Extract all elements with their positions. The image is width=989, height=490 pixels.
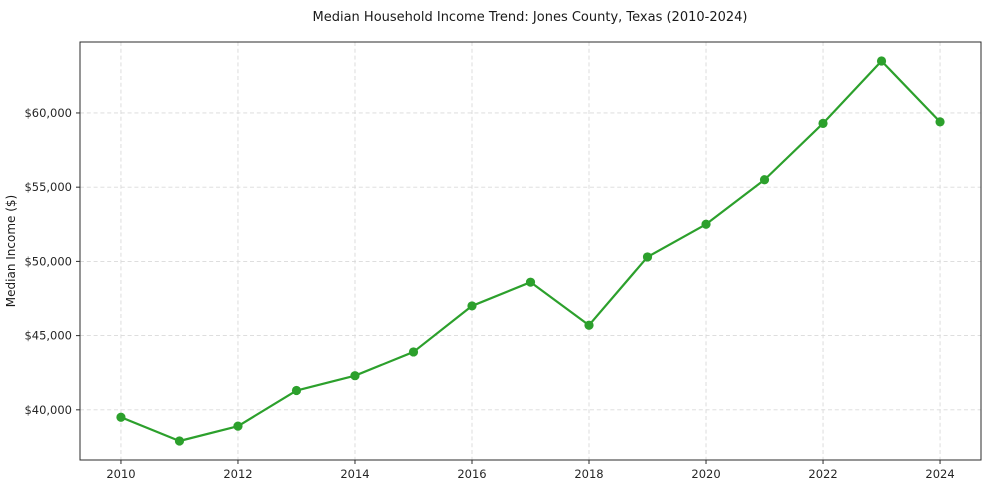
x-tick-label: 2010 [106, 467, 135, 481]
x-tick-label: 2014 [340, 467, 369, 481]
y-tick-label: $50,000 [24, 254, 72, 268]
y-tick-label: $40,000 [24, 403, 72, 417]
trend-line [119, 59, 942, 443]
chart-title: Median Household Income Trend: Jones Cou… [313, 10, 748, 25]
data-point [642, 252, 653, 262]
x-tick-label: 2020 [691, 467, 720, 481]
x-tick-label: 2018 [574, 467, 603, 481]
y-tick-label: $45,000 [24, 329, 72, 343]
x-tick-label: 2024 [925, 467, 954, 481]
y-tick-label: $55,000 [24, 180, 72, 194]
data-series-layer [116, 56, 945, 446]
y-tick-label: $60,000 [24, 106, 72, 120]
data-point [233, 421, 243, 431]
data-point [525, 277, 536, 287]
data-point [116, 412, 126, 422]
data-point [876, 56, 887, 66]
data-point [350, 371, 360, 381]
gridlines-layer [80, 42, 981, 460]
data-point [467, 301, 477, 311]
axes-layer: 2010 2012 2014 2016 2018 2020 2022 2024 $40,000 $… [24, 41, 982, 481]
data-point [701, 219, 711, 229]
data-point [935, 117, 945, 127]
x-tick-label: 2022 [808, 467, 837, 481]
data-point [818, 118, 828, 128]
plot-frame [79, 41, 982, 461]
data-point [174, 436, 185, 446]
data-point [759, 175, 770, 185]
data-point [584, 320, 594, 330]
y-axis-label: Median Income ($) [4, 195, 18, 307]
data-point [291, 385, 302, 396]
x-tick-label: 2012 [223, 467, 252, 481]
x-tick-label: 2016 [457, 467, 486, 481]
data-point [408, 347, 419, 357]
